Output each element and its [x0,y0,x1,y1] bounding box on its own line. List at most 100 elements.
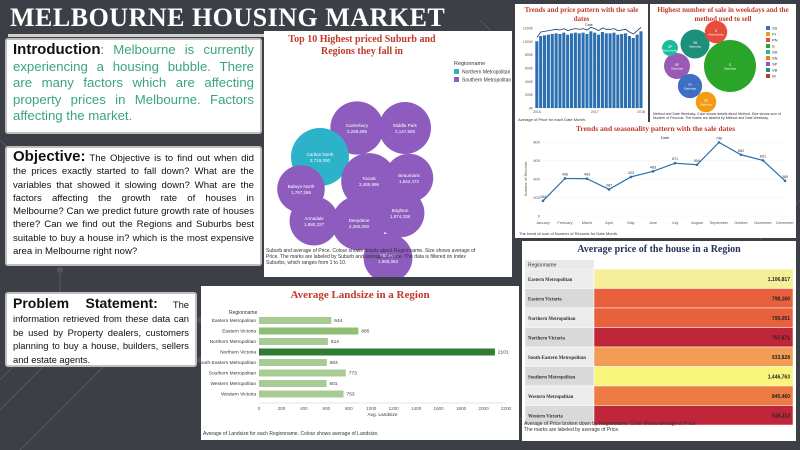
problem-statement-box: Problem Statement: The information retri… [5,292,197,367]
trend-bar [612,32,616,108]
season-legend-label: Date [661,135,670,140]
data-label: 601 [329,381,337,387]
problem-text: The information retrieved from these dat… [13,299,189,366]
legend-swatch [766,62,770,66]
legend-swatch [766,56,770,60]
region-label: Northern Victoria [528,336,566,341]
trend-bar [570,33,574,108]
x-tick-label: April [605,221,613,225]
suburb-bubble [289,196,339,246]
x-tick-label: 1400 [411,406,422,411]
trend-bar [593,32,597,108]
legend-label: W [772,74,776,79]
seasonality-point [761,159,765,162]
landsize-bar-chart: Regionname Eastern Metropolitan 644 Eastern… [201,310,512,418]
weekday-bubble [695,91,717,113]
suburb-value: 2,719,000 [310,158,331,163]
data-label: 644 [334,318,342,324]
objective-text: The Objective is to find out when did th… [13,153,254,258]
weekday-bubble-sub: Saturday [724,67,737,71]
x-tick-label: August [691,221,704,225]
trend-bar [620,34,624,108]
seasonality-line-chart: 800 600 400 200 0 Number of Records Date 164 Jan… [523,135,794,225]
data-label: 380 [782,175,788,179]
y-tick-label: 400 [533,177,540,182]
trend-bar [639,31,643,108]
x-tick-label: 200 [278,406,286,411]
landsize-bar [259,338,328,345]
weekday-bubble [704,40,756,92]
price-value: 798,160 [772,296,790,302]
x-tick-label: 2018 [637,110,645,114]
x-tick-label: 2017 [591,110,599,114]
legend-swatch [454,69,459,74]
data-label: 287 [606,183,612,187]
weekday-bubble-sub: Saturday [689,45,702,49]
price-cell [593,307,794,328]
landsize-bar [259,380,327,387]
legend-swatch [766,50,770,54]
legend-swatch [454,77,459,82]
landsize-bar [259,317,332,324]
suburbs-chart-title: Top 10 Highest priced Suburb and Regions… [288,34,436,57]
trend-bar-chart: 1200K 1000K 800K 600K 400K 200K 0K Date 2016 2017… [523,23,645,114]
y-tick-label: 600 [533,158,540,163]
landsize-bar [259,390,344,398]
region-label: Southern Metropolitan [528,375,576,380]
trend-bar [546,34,550,108]
data-label: 604 [330,360,338,366]
suburb-bubble [379,102,431,154]
seasonality-chart-title: Trends and seasonality pattern with the … [575,124,736,133]
weekday-bubble-sub: Saturday [700,103,713,107]
introduction-box: Introduction: Melbourne is currently exp… [5,38,262,134]
x-tick-label: 600 [323,406,331,411]
x-tick-label: October [734,221,748,225]
data-label: 601 [760,154,766,158]
data-label: 571 [672,157,678,161]
x-tick-label: May [627,221,634,225]
suburb-label: Middle Park [393,123,418,128]
trend-chart-footnote: Average of Price for each Date Month. [518,117,586,122]
region-label: Northern Metropolitan [528,317,576,322]
trend-chart-panel: Trends and price pattern with the sale d… [515,4,648,124]
trend-bar [597,34,601,108]
weekday-bubble-label: VB [693,41,697,45]
category-label: Southern Metropolitan [209,371,257,377]
suburb-label: Balwyn North [288,184,315,189]
x-axis-title: Avg. Landsize [367,412,397,418]
category-label: Western Victoria [221,392,256,398]
x-tick-label: December [776,221,794,225]
seasonality-point [563,177,567,180]
price-value: 840,460 [772,394,790,400]
trend-bar [616,34,620,108]
x-tick-label: 0 [258,406,261,411]
trend-bar [624,33,628,108]
suburb-label: Brighton [392,208,409,213]
landsize-bar [259,327,359,335]
suburb-label: Malvern [380,253,397,258]
weekday-bubble [662,40,678,56]
legend-label: S [772,44,775,49]
data-label: 164 [540,195,546,199]
trend-bar [558,34,562,108]
weekday-bubble-label: SP [675,63,679,67]
price-cell [593,327,794,348]
region-label: Western Metropolitan [528,395,574,400]
legend-label: SA [772,50,778,55]
weekday-bubble [680,29,710,59]
suburbs-chart-panel: Top 10 Highest priced Suburb and Regions… [264,31,512,277]
seasonality-point [695,163,699,167]
legend-label: Southern Metropolitan [462,78,511,84]
suburb-label: Canterbury [346,123,369,128]
category-label: Eastern Victoria [222,329,256,335]
weekday-bubble-sub: Saturday [671,67,684,71]
y-tick-label: 600K [525,67,534,71]
price-value: 795,051 [772,316,790,322]
suburb-bubble [375,188,425,238]
objective-box: Objective: The Objective is to find out … [5,146,262,266]
weekday-bubble-sub: Wednesday [662,49,678,53]
legend-swatch [766,68,770,72]
suburbs-chart-footnote: Suburb and average of Price. Colour show… [266,248,476,266]
data-label: 423 [628,171,634,175]
